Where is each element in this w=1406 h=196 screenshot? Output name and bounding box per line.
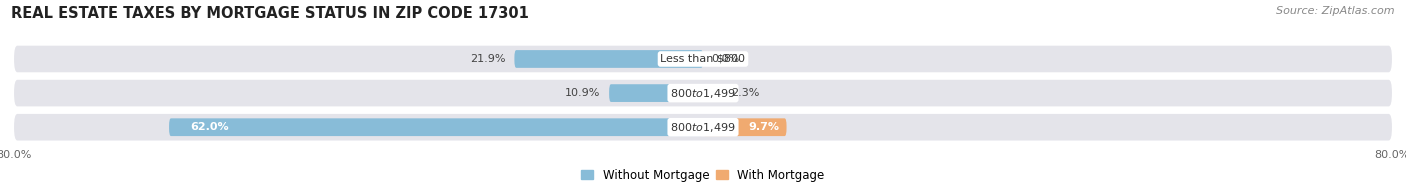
Text: 0.0%: 0.0%: [711, 54, 740, 64]
Text: 62.0%: 62.0%: [191, 122, 229, 132]
FancyBboxPatch shape: [703, 118, 786, 136]
Text: 2.3%: 2.3%: [731, 88, 759, 98]
FancyBboxPatch shape: [703, 84, 723, 102]
Text: 21.9%: 21.9%: [470, 54, 506, 64]
FancyBboxPatch shape: [14, 114, 1392, 141]
FancyBboxPatch shape: [169, 118, 703, 136]
Text: REAL ESTATE TAXES BY MORTGAGE STATUS IN ZIP CODE 17301: REAL ESTATE TAXES BY MORTGAGE STATUS IN …: [11, 6, 529, 21]
FancyBboxPatch shape: [609, 84, 703, 102]
FancyBboxPatch shape: [515, 50, 703, 68]
Text: Less than $800: Less than $800: [661, 54, 745, 64]
Text: $800 to $1,499: $800 to $1,499: [671, 121, 735, 134]
FancyBboxPatch shape: [14, 46, 1392, 72]
FancyBboxPatch shape: [14, 80, 1392, 106]
Text: Source: ZipAtlas.com: Source: ZipAtlas.com: [1277, 6, 1395, 16]
Legend: Without Mortgage, With Mortgage: Without Mortgage, With Mortgage: [581, 169, 825, 182]
Text: 9.7%: 9.7%: [748, 122, 780, 132]
Text: 10.9%: 10.9%: [565, 88, 600, 98]
Text: $800 to $1,499: $800 to $1,499: [671, 87, 735, 100]
